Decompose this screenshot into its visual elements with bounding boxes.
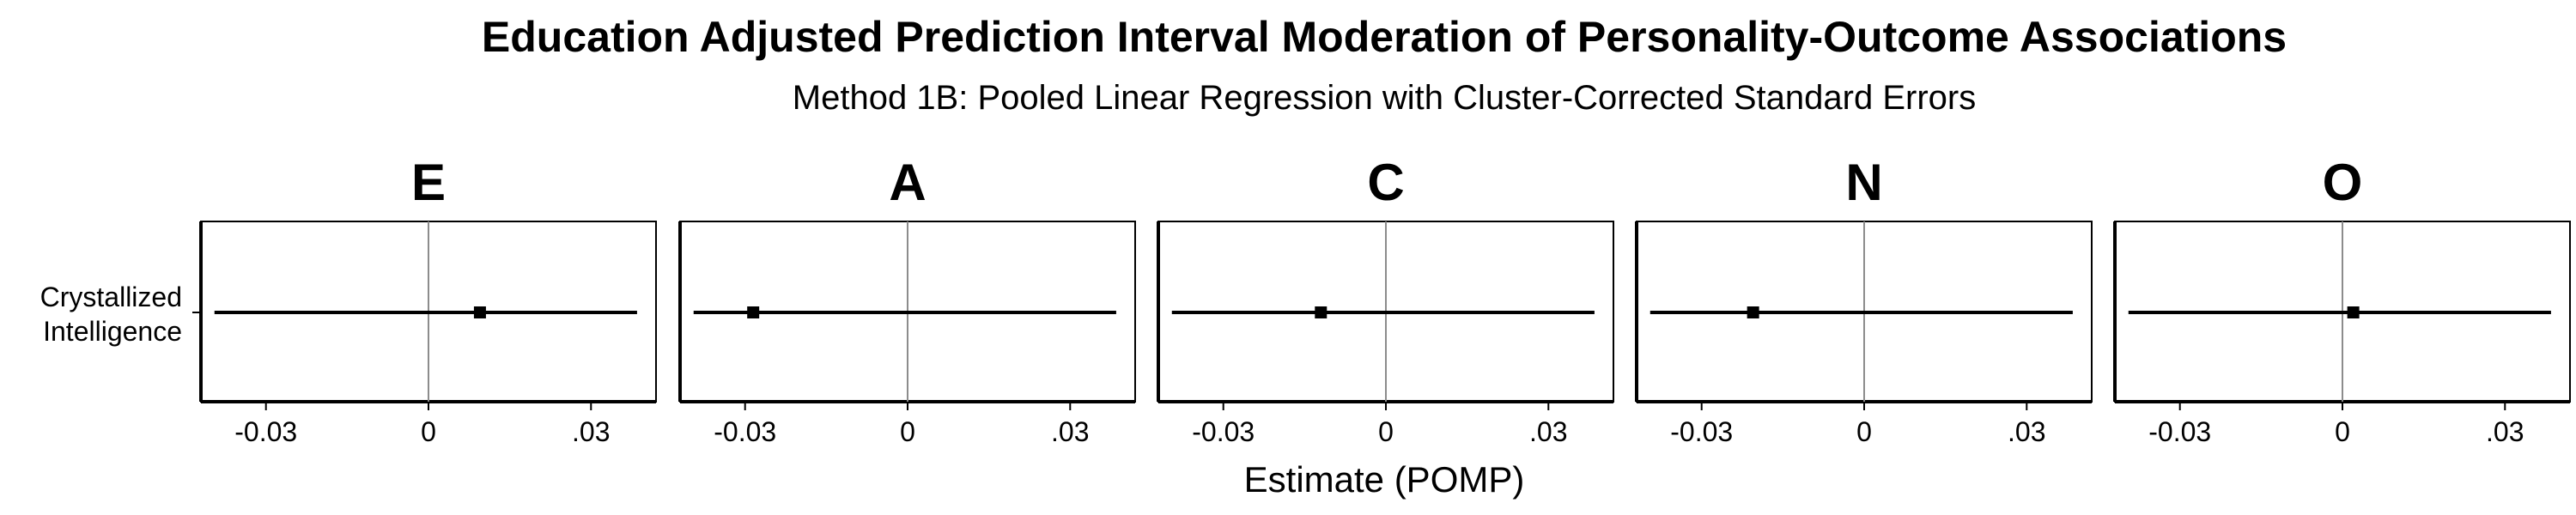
panel-A: A -0.03 0 .03 bbox=[678, 154, 1136, 447]
x-tick-label: .03 bbox=[1051, 416, 1089, 447]
x-tick-label: .03 bbox=[2008, 416, 2045, 447]
x-axis-label: Estimate (POMP) bbox=[1244, 459, 1525, 500]
panels-group: E -0.03 0 .03 A -0.03 0 .03 C -0.03 0 .03 N -0.03 0 .03… bbox=[192, 154, 2571, 447]
facet-label-A: A bbox=[889, 154, 926, 211]
panel-E: E -0.03 0 .03 bbox=[192, 154, 657, 447]
facet-label-O: O bbox=[2323, 154, 2363, 211]
chart-subtitle: Method 1B: Pooled Linear Regression with… bbox=[793, 79, 1976, 117]
facet-label-N: N bbox=[1845, 154, 1882, 211]
facet-label-C: C bbox=[1367, 154, 1404, 211]
estimate-point-E bbox=[473, 306, 486, 318]
facet-label-E: E bbox=[411, 154, 446, 211]
panel-C: C -0.03 0 .03 bbox=[1157, 154, 1614, 447]
x-tick-label: 0 bbox=[421, 416, 436, 447]
estimate-point-N bbox=[1747, 306, 1759, 318]
chart-title: Education Adjusted Prediction Interval M… bbox=[482, 13, 2287, 61]
x-tick-label: .03 bbox=[2486, 416, 2524, 447]
x-tick-label: 0 bbox=[1856, 416, 1872, 447]
y-category-label-line1: Crystallized bbox=[40, 282, 182, 312]
estimate-point-A bbox=[747, 306, 760, 318]
x-tick-label: -0.03 bbox=[714, 416, 776, 447]
x-tick-label: -0.03 bbox=[1670, 416, 1733, 447]
x-tick-label: -0.03 bbox=[2148, 416, 2211, 447]
x-tick-label: .03 bbox=[572, 416, 610, 447]
x-tick-label: -0.03 bbox=[1192, 416, 1255, 447]
panel-N: N -0.03 0 .03 bbox=[1635, 154, 2093, 447]
panel-O: O -0.03 0 .03 bbox=[2113, 154, 2571, 447]
x-tick-label: 0 bbox=[2335, 416, 2350, 447]
y-category-label-line2: Intelligence bbox=[43, 316, 182, 347]
estimate-point-O bbox=[2347, 306, 2360, 318]
x-tick-label: 0 bbox=[900, 416, 915, 447]
x-tick-label: .03 bbox=[1529, 416, 1567, 447]
estimate-point-C bbox=[1315, 306, 1327, 318]
x-tick-label: -0.03 bbox=[234, 416, 297, 447]
x-tick-label: 0 bbox=[1378, 416, 1394, 447]
